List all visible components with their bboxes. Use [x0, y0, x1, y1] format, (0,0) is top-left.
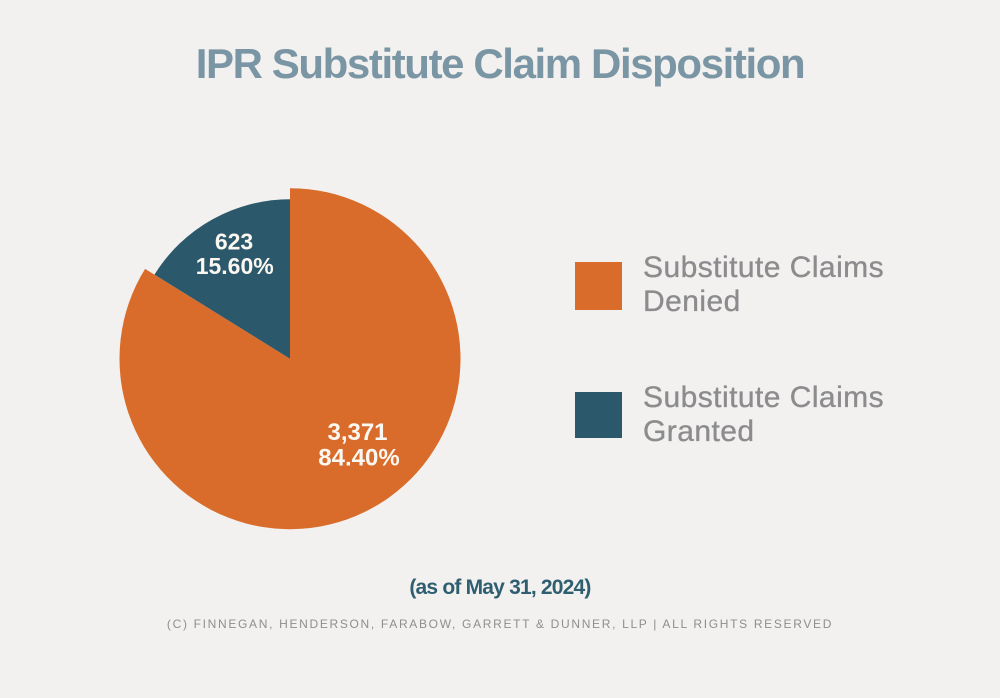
svg-text:623: 623 [215, 229, 253, 255]
svg-text:3,371: 3,371 [327, 419, 387, 446]
svg-text:15.60%: 15.60% [196, 253, 274, 279]
svg-text:84.40%: 84.40% [318, 445, 399, 472]
